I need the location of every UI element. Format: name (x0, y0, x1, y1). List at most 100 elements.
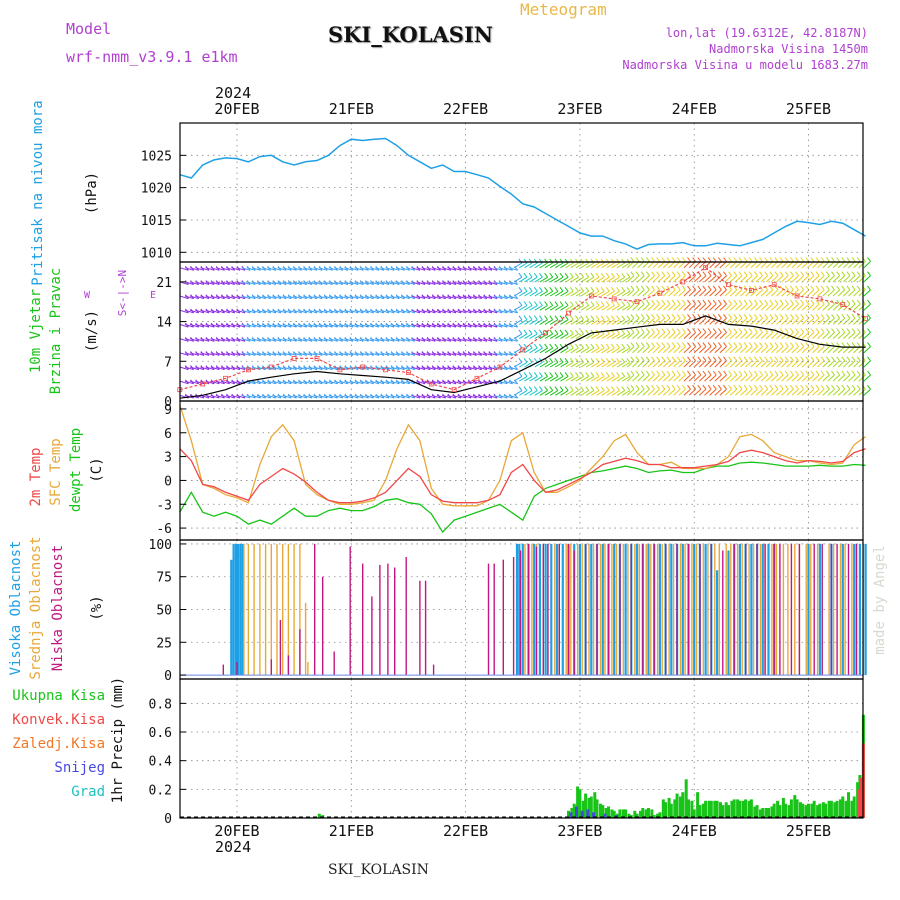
wind-barb-9 (328, 267, 338, 271)
wind-barb-8 (406, 281, 415, 285)
precip-bar-0 (801, 803, 805, 818)
wind-barb-9 (596, 262, 605, 269)
wind-barb-3 (236, 352, 246, 356)
wind-barb-1 (621, 375, 631, 382)
wind-barb-7 (760, 289, 769, 297)
wind-barb-6 (411, 309, 421, 314)
wind-barb-feather-9 (769, 257, 774, 262)
wind-barb-9 (225, 267, 235, 271)
wind-barb-feather-0 (764, 384, 769, 390)
wind-barb-feather-7 (559, 286, 564, 292)
wind-barb-feather-0 (810, 384, 815, 390)
wind-barb-feather-0 (754, 384, 758, 390)
wind-barb-8 (231, 281, 241, 285)
wind-barb-7 (668, 289, 676, 297)
wind-barb-0 (261, 394, 271, 399)
wind-barb-7 (406, 295, 415, 300)
wind-barb-0 (364, 394, 374, 399)
wind-barb-3 (277, 352, 287, 356)
wind-barb-4 (339, 338, 349, 342)
wind-barb-feather-7 (856, 285, 861, 291)
wind-barb-0 (416, 394, 426, 399)
wind-barb-8 (462, 281, 472, 285)
wind-barb-feather-6 (687, 299, 691, 305)
wind-barb-7 (827, 289, 835, 297)
wind-barb-2 (225, 366, 235, 371)
precip-bar-0 (589, 796, 593, 818)
wind-barb-6 (498, 309, 508, 314)
wind-barb-2 (858, 360, 866, 368)
wind-barb-0 (493, 394, 503, 399)
wind-barb-4 (205, 338, 215, 342)
wind-barb-feather-8 (841, 271, 846, 277)
wind-barb-1 (406, 380, 415, 385)
wind-barb-feather-9 (748, 257, 753, 262)
wind-barb-7 (339, 295, 349, 300)
wind-barb-0 (349, 394, 359, 399)
wind-barb-feather-6 (748, 299, 753, 305)
wind-barb-feather-4 (626, 329, 631, 335)
wind-barb-2 (411, 366, 421, 371)
wind-barb-2 (323, 366, 333, 371)
precip-bar-0 (749, 799, 753, 818)
wind-barb-7 (570, 290, 579, 297)
wind-barb-feather-8 (805, 271, 810, 277)
wind-barb-4 (724, 332, 732, 339)
wind-gust-point (566, 310, 571, 316)
wind-barb-9 (179, 267, 189, 271)
wind-barb-4 (765, 332, 774, 339)
wind-barb-feather-4 (687, 328, 691, 333)
precip-bar-0 (612, 810, 616, 818)
wind-barb-8 (555, 276, 564, 283)
wind-barb-0 (215, 394, 225, 399)
wind-barb-4 (709, 332, 717, 339)
wind-barb-1 (416, 380, 426, 385)
wind-barb-9 (508, 267, 518, 271)
wind-barb-8 (529, 276, 538, 283)
wind-barb-feather-4 (697, 328, 702, 333)
wind-barb-9 (431, 267, 441, 271)
wind-barb-feather-1 (671, 370, 676, 376)
wind-barb-feather-6 (605, 301, 610, 306)
wind-barb-5 (817, 317, 825, 325)
wind-barb-feather-1 (682, 370, 686, 376)
wind-barb-0 (251, 394, 261, 399)
wind-barb-feather-6 (769, 299, 774, 305)
wind-barb-5 (555, 319, 564, 325)
wind-barb-1 (462, 380, 472, 385)
wind-barb-4 (719, 332, 727, 339)
precip-bar-0 (627, 813, 631, 818)
wind-barb-3 (704, 346, 712, 354)
precip-bar-0 (759, 809, 762, 818)
wind-barb-feather-3 (790, 342, 794, 347)
wind-barb-feather-0 (728, 384, 732, 390)
wind-barb-feather-4 (826, 328, 830, 333)
wind-barb-2 (575, 361, 584, 368)
wind-barb-1 (452, 380, 462, 385)
wind-barb-0 (575, 390, 584, 396)
wind-barb-7 (287, 295, 297, 300)
wind-barb-feather-5 (759, 313, 763, 319)
wind-barb-8 (534, 276, 543, 283)
ytick-label-clouds-2: 50 (156, 604, 172, 619)
wind-barb-0 (287, 394, 297, 399)
precip-bar-0 (610, 809, 614, 818)
wind-barb-feather-7 (836, 285, 841, 291)
wind-barb-6 (683, 303, 691, 311)
wind-barb-6 (596, 305, 605, 311)
wind-barb-7 (632, 289, 640, 297)
wind-barb-2 (662, 360, 671, 368)
wind-barb-feather-0 (523, 386, 528, 391)
wind-barb-8 (781, 275, 789, 283)
xdate-bottom-5: 25FEB (786, 822, 831, 840)
wind-barb-3 (390, 352, 400, 356)
wind-barb-feather-3 (795, 342, 799, 347)
wind-barb-3 (328, 352, 338, 356)
wind-barb-4 (298, 338, 307, 342)
wind-barb-feather-7 (810, 285, 815, 291)
precip-bar-0 (821, 802, 825, 818)
wind-barb-9 (616, 262, 625, 269)
wind-barb-1 (261, 380, 271, 385)
wind-barb-7 (524, 290, 533, 297)
wind-barb-2 (734, 360, 743, 368)
